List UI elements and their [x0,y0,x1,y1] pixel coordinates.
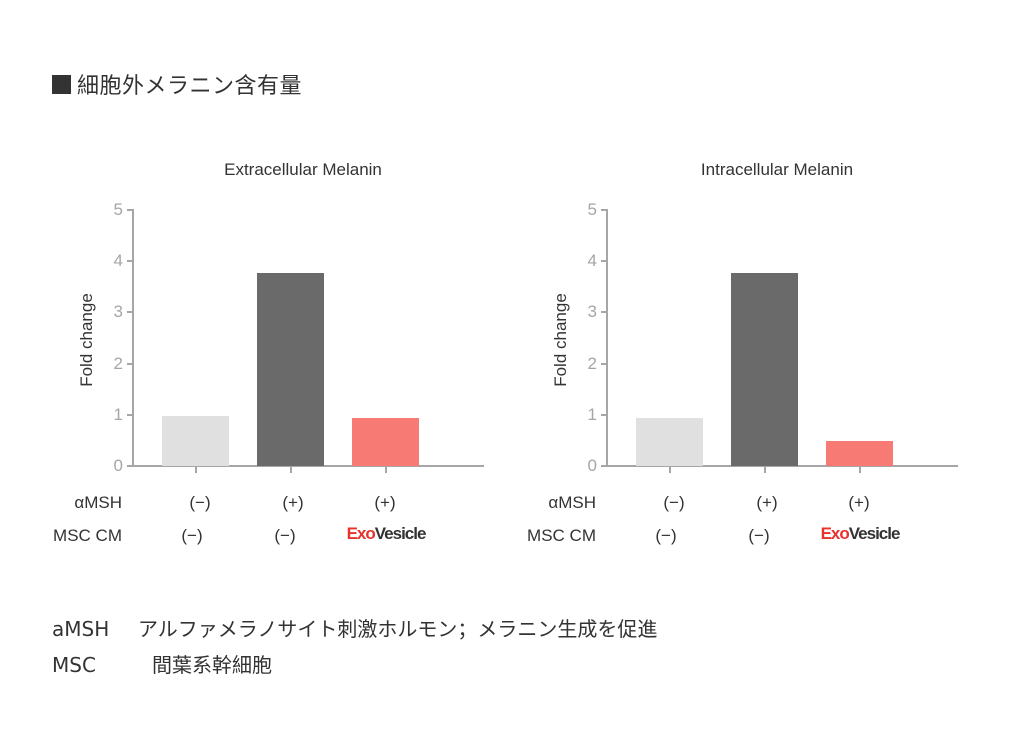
brand-vesicle-text: Vesicle [848,524,901,543]
y-tick-label: 0 [113,456,123,475]
y-tick [127,209,133,211]
brand-vesicle-text: Vesicle [374,524,427,543]
y-tick [127,362,133,365]
y-tick [601,311,607,314]
y-axis-line [606,209,608,467]
intracellular-melanin-chart: Intracellular Melanin Fold change 0 1 2 3 4 5 αM… [474,0,958,560]
x-tick [384,467,387,473]
y-tick-label: 2 [587,353,597,373]
x-tick [763,467,766,473]
row-label-msc: MSC CM [53,526,122,545]
condition-msc: (−) [181,526,203,545]
chart-title: Intracellular Melanin [700,160,854,179]
y-tick-label: 3 [587,302,597,322]
chart-title: Extracellular Melanin [224,160,382,179]
bar-exovesicle [826,440,893,466]
bar-control [162,415,229,466]
brand-exo-text: Exo [820,524,850,543]
y-tick-label: 3 [113,302,123,322]
x-tick [858,467,861,473]
condition-amsh: (+) [282,493,304,512]
x-tick [289,467,292,473]
extracellular-melanin-chart: Extracellular Melanin Fold change 0 1 2 3 4 5 αM… [0,0,484,560]
y-tick-label: 1 [113,404,123,424]
x-tick [194,467,197,473]
y-tick-label: 5 [587,200,597,219]
y-axis-line [132,209,134,467]
legend-row-msc: MSC 間葉系幹細胞 [52,649,272,678]
y-tick [601,465,607,467]
condition-msc: (−) [274,526,296,545]
legend-row-amsh: aMSH アルファメラノサイト刺激ホルモン；メラニン生成を促進 [52,613,657,642]
condition-amsh: (+) [756,493,778,512]
bar-amsh [257,272,324,466]
bar-amsh [731,272,798,466]
bar-control [636,417,703,466]
condition-amsh: (+) [374,493,396,512]
legend-desc: 間葉系幹細胞 [152,653,272,677]
exovesicle-brand-logo: ExoVesicle [820,524,901,544]
exovesicle-brand-logo: ExoVesicle [346,524,427,544]
y-tick-label: 2 [113,353,123,373]
y-tick [127,413,133,416]
condition-msc: (−) [655,526,677,545]
bar-exovesicle [352,418,419,466]
x-tick [668,467,671,473]
y-tick [127,260,133,263]
row-label-amsh: αMSH [548,493,596,512]
y-tick [601,260,607,263]
heading-text: 細胞外メラニン含有量 [77,74,303,99]
legend-desc: アルファメラノサイト刺激ホルモン；メラニン生成を促進 [138,617,658,641]
y-tick [127,465,133,467]
y-tick [601,209,607,211]
brand-exo-text: Exo [346,524,376,543]
row-label-amsh: αMSH [74,493,122,512]
y-axis-label: Fold change [77,293,96,387]
y-tick-label: 5 [113,200,123,219]
row-label-msc: MSC CM [527,526,596,545]
section-heading: 細胞外メラニン含有量 [52,66,302,102]
condition-amsh: (+) [848,493,870,512]
condition-msc: (−) [748,526,770,545]
legend-key: aMSH [52,617,110,641]
y-tick-label: 4 [113,251,123,271]
y-tick-label: 1 [587,404,597,424]
x-axis-line [606,465,958,467]
y-tick-label: 4 [587,251,597,271]
condition-amsh: (−) [189,493,211,512]
y-tick [601,413,607,416]
y-tick-label: 0 [587,456,597,475]
y-tick [601,362,607,365]
condition-amsh: (−) [663,493,685,512]
x-axis-line [132,465,484,467]
legend-key: MSC [52,653,96,677]
y-axis-label: Fold change [551,293,570,387]
filled-square-icon [52,74,71,94]
y-tick [127,311,133,314]
